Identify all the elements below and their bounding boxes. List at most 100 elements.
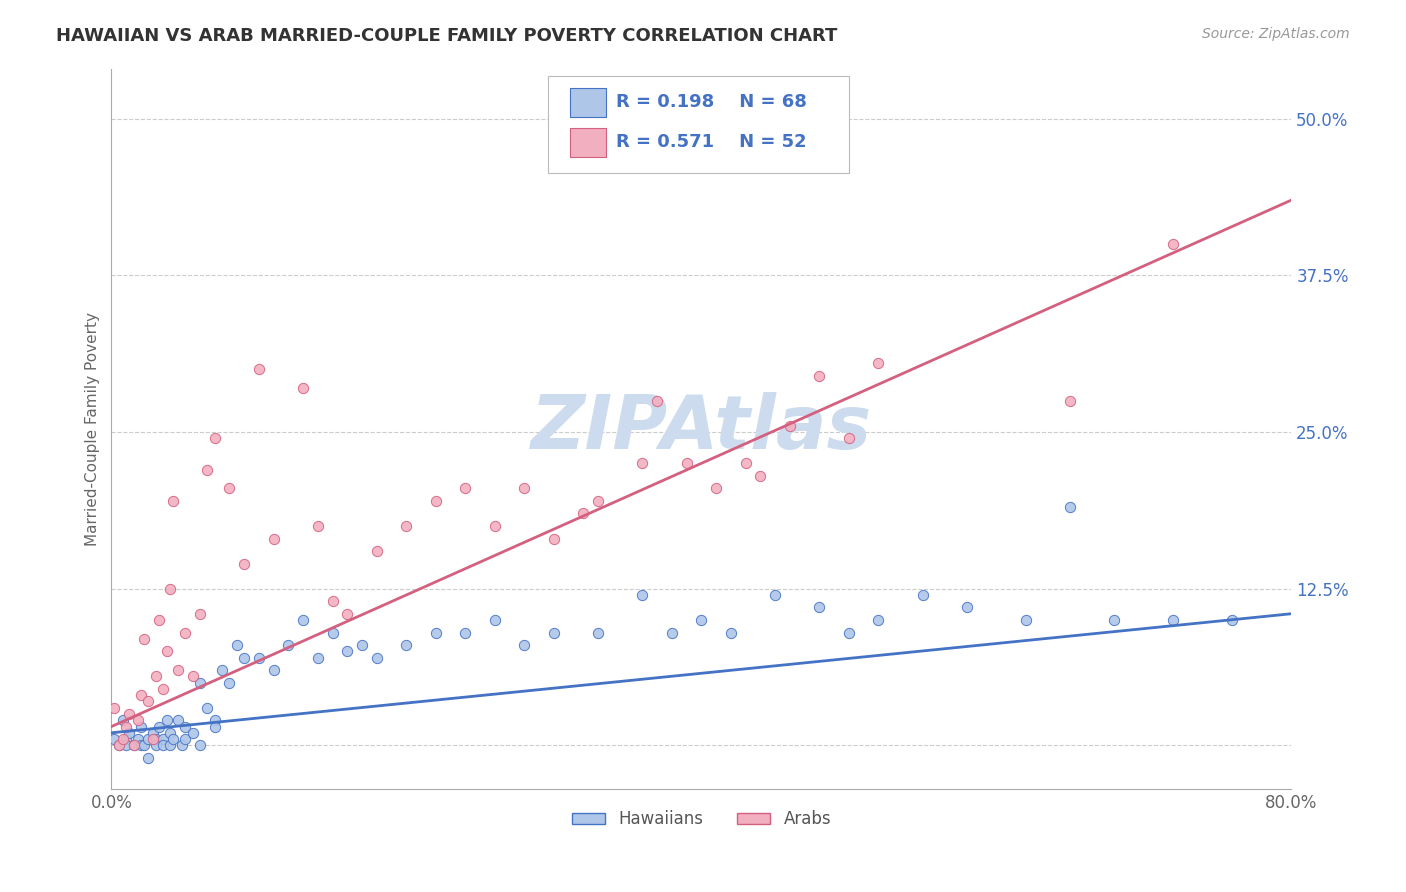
Point — [118, 706, 141, 721]
Point — [127, 713, 149, 727]
Point — [159, 739, 181, 753]
Point — [366, 650, 388, 665]
Point — [1059, 500, 1081, 515]
Point — [195, 700, 218, 714]
Point — [484, 613, 506, 627]
Point — [118, 726, 141, 740]
Point — [211, 663, 233, 677]
Point — [204, 720, 226, 734]
Point — [152, 681, 174, 696]
Point — [352, 638, 374, 652]
Point — [336, 644, 359, 658]
Point — [1163, 237, 1185, 252]
Point — [911, 588, 934, 602]
Point — [513, 482, 536, 496]
Point — [204, 713, 226, 727]
Point — [145, 669, 167, 683]
Point — [122, 739, 145, 753]
Point — [174, 732, 197, 747]
Point — [129, 688, 152, 702]
Legend: Hawaiians, Arabs: Hawaiians, Arabs — [565, 804, 838, 835]
Point — [1015, 613, 1038, 627]
Point — [115, 739, 138, 753]
Point — [808, 600, 831, 615]
Point — [225, 638, 247, 652]
Point — [107, 739, 129, 753]
Point — [543, 532, 565, 546]
Point — [204, 431, 226, 445]
Point — [1059, 393, 1081, 408]
Point — [162, 494, 184, 508]
Point — [136, 732, 159, 747]
Point — [572, 507, 595, 521]
Point — [395, 519, 418, 533]
Point — [142, 726, 165, 740]
FancyBboxPatch shape — [571, 128, 606, 157]
Point — [322, 625, 344, 640]
Point — [322, 594, 344, 608]
Point — [156, 644, 179, 658]
Point — [174, 625, 197, 640]
Point — [366, 544, 388, 558]
Point — [112, 713, 135, 727]
Point — [808, 368, 831, 383]
Point — [195, 462, 218, 476]
Point — [675, 456, 697, 470]
Point — [188, 675, 211, 690]
Point — [1220, 613, 1243, 627]
Point — [136, 694, 159, 708]
Point — [454, 625, 477, 640]
Point — [148, 720, 170, 734]
Point — [336, 607, 359, 621]
Point — [103, 700, 125, 714]
Point — [247, 650, 270, 665]
Point — [1163, 613, 1185, 627]
Text: ZIPAtlas: ZIPAtlas — [531, 392, 872, 466]
Point — [188, 607, 211, 621]
Point — [690, 613, 713, 627]
Point — [763, 588, 786, 602]
FancyBboxPatch shape — [548, 76, 849, 173]
Text: R = 0.571    N = 52: R = 0.571 N = 52 — [616, 133, 807, 151]
Point — [181, 669, 204, 683]
Y-axis label: Married-Couple Family Poverty: Married-Couple Family Poverty — [86, 312, 100, 546]
Point — [586, 494, 609, 508]
Point — [425, 494, 447, 508]
Point — [174, 720, 197, 734]
Point — [166, 663, 188, 677]
Point — [586, 625, 609, 640]
Point — [454, 482, 477, 496]
Point — [159, 582, 181, 596]
Point — [112, 732, 135, 747]
Point — [142, 732, 165, 747]
Point — [152, 739, 174, 753]
Point — [749, 468, 772, 483]
Point — [704, 482, 727, 496]
Point — [779, 418, 801, 433]
Point — [218, 675, 240, 690]
Point — [233, 650, 256, 665]
Point — [107, 739, 129, 753]
Point — [956, 600, 979, 615]
Point — [661, 625, 683, 640]
Point — [115, 720, 138, 734]
Point — [307, 650, 329, 665]
Point — [145, 732, 167, 747]
Point — [277, 638, 299, 652]
Point — [631, 588, 654, 602]
Text: Source: ZipAtlas.com: Source: ZipAtlas.com — [1202, 27, 1350, 41]
Point — [247, 362, 270, 376]
Point — [720, 625, 742, 640]
Point — [263, 532, 285, 546]
Point — [159, 726, 181, 740]
Point — [129, 720, 152, 734]
Point — [181, 726, 204, 740]
Point — [188, 739, 211, 753]
Point — [103, 732, 125, 747]
Point — [172, 739, 194, 753]
Point — [148, 613, 170, 627]
Point — [166, 713, 188, 727]
Point — [1104, 613, 1126, 627]
Point — [868, 356, 890, 370]
Point — [292, 381, 315, 395]
